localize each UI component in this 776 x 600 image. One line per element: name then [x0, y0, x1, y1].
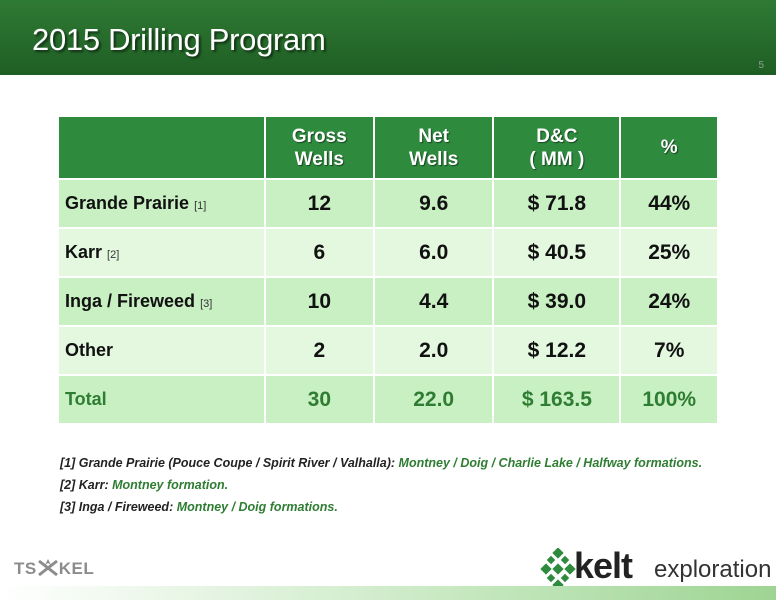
footnote-1: [1] Grande Prairie (Pouce Coupe / Spirit…: [60, 452, 702, 474]
percent-cell: 25%: [620, 228, 717, 278]
dc-cell: $ 71.8: [493, 179, 622, 229]
row-label: Inga / Fireweed [3]: [59, 277, 266, 327]
footnote-formations: Montney formation.: [112, 478, 229, 492]
page-number: 5: [758, 60, 764, 71]
footnote-area: Karr:: [78, 478, 109, 492]
title-bar: 2015 Drilling Program: [0, 0, 776, 75]
footnote-formations: Montney / Doig / Charlie Lake / Halfway …: [398, 456, 703, 470]
net-wells-cell: 22.0: [374, 375, 495, 425]
tsx-logo-right: KEL: [58, 559, 95, 578]
footnote-ref: [2]: [60, 478, 76, 492]
row-label: Karr [2]: [59, 228, 266, 278]
drilling-program-table: Gross Wells Net Wells D&C ( MM ) % Grand…: [59, 117, 717, 425]
header-percent: %: [620, 117, 717, 180]
table-total-row: Total 30 22.0 $ 163.5 100%: [59, 375, 717, 425]
footnote-formations: Montney / Doig formations.: [176, 500, 338, 514]
footnote-ref: [3]: [200, 298, 213, 310]
percent-cell: 24%: [620, 277, 717, 327]
row-label: Total: [59, 375, 266, 425]
exploration-wordmark: exploration: [654, 556, 772, 583]
net-wells-cell: 6.0: [374, 228, 495, 278]
row-label-text: Karr: [65, 242, 103, 262]
row-label: Grande Prairie [1]: [59, 179, 266, 229]
table-header-row: Gross Wells Net Wells D&C ( MM ) %: [59, 117, 717, 180]
gross-wells-cell: 30: [264, 375, 376, 425]
gross-wells-cell: 10: [264, 277, 376, 327]
row-label-text: Inga / Fireweed: [65, 291, 196, 311]
table-row: Karr [2] 6 6.0 $ 40.5 25%: [59, 228, 717, 278]
gross-wells-cell: 12: [264, 179, 376, 229]
footnote-3: [3] Inga / Fireweed: Montney / Doig form…: [60, 496, 702, 518]
header-line: D&C: [536, 125, 578, 147]
header-line: ( MM ): [529, 148, 585, 170]
percent-cell: 7%: [620, 326, 717, 376]
header-line: Gross: [291, 125, 347, 147]
slide-title: 2015 Drilling Program: [32, 22, 326, 57]
net-wells-cell: 4.4: [374, 277, 495, 327]
header-dc: D&C ( MM ): [493, 117, 622, 180]
tsx-kel-logo: TS KEL: [14, 556, 94, 579]
dc-cell: $ 40.5: [493, 228, 622, 278]
footnote-ref: [2]: [107, 249, 120, 261]
bottom-gradient-strip: [0, 586, 776, 600]
percent-cell: 44%: [620, 179, 717, 229]
gross-wells-cell: 6: [264, 228, 376, 278]
row-label-text: Grande Prairie: [65, 193, 190, 213]
dc-cell: $ 163.5: [493, 375, 622, 425]
tsx-logo-left: TS: [14, 559, 37, 578]
row-label-text: Other: [65, 340, 114, 360]
header-line: Wells: [294, 148, 344, 170]
table-row: Grande Prairie [1] 12 9.6 $ 71.8 44%: [59, 179, 717, 229]
footnote-2: [2] Karr: Montney formation.: [60, 474, 702, 496]
table-row: Other 2 2.0 $ 12.2 7%: [59, 326, 717, 376]
footnote-ref: [3]: [60, 500, 76, 514]
gross-wells-cell: 2: [264, 326, 376, 376]
row-label-text: Total: [65, 389, 107, 409]
footnote-area: Grande Prairie (Pouce Coupe / Spirit Riv…: [78, 456, 396, 470]
dc-cell: $ 39.0: [493, 277, 622, 327]
header-line: Wells: [409, 148, 459, 170]
net-wells-cell: 9.6: [374, 179, 495, 229]
footnote-area: Inga / Fireweed:: [78, 500, 174, 514]
percent-cell: 100%: [620, 375, 717, 425]
header-gross-wells: Gross Wells: [264, 117, 376, 180]
footnote-ref: [1]: [60, 456, 76, 470]
header-net-wells: Net Wells: [374, 117, 495, 180]
footnote-ref: [1]: [194, 200, 207, 212]
footnotes: [1] Grande Prairie (Pouce Coupe / Spirit…: [60, 452, 702, 518]
row-label: Other: [59, 326, 266, 376]
kelt-wordmark: kelt: [574, 545, 633, 586]
net-wells-cell: 2.0: [374, 326, 495, 376]
kelt-flower-icon: [540, 548, 576, 590]
tsx-x-icon: [37, 559, 58, 577]
table-row: Inga / Fireweed [3] 10 4.4 $ 39.0 24%: [59, 277, 717, 327]
header-line: %: [660, 137, 678, 158]
dc-cell: $ 12.2: [493, 326, 622, 376]
header-line: Net: [418, 125, 449, 147]
header-cell-blank: [59, 117, 266, 180]
